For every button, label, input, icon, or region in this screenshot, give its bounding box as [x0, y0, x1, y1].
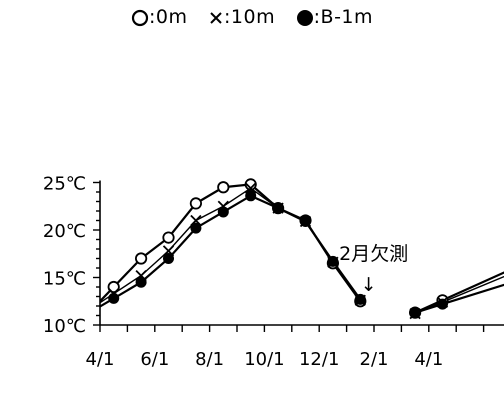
data-point-b1m	[300, 215, 311, 227]
data-point-b1m	[108, 292, 120, 304]
x-tick-label: 4/1	[86, 349, 115, 370]
legend-label-b1m: :B-1m	[313, 6, 374, 28]
data-point-0m	[107, 280, 120, 294]
data-point-b1m	[190, 222, 202, 234]
missing-data-annotation: 2月欠測 ↓	[339, 243, 408, 296]
series-line-0	[414, 271, 504, 314]
y-tick-label: 10℃	[43, 316, 86, 337]
series-markers	[107, 178, 449, 320]
chart-legend: :0m :10m :B-1m	[0, 6, 504, 28]
legend-item-10m: :10m	[208, 6, 282, 28]
data-point-0m	[189, 197, 202, 210]
legend-item-0m: :0m	[131, 6, 194, 28]
series-line-2	[414, 283, 504, 314]
data-point-0m	[135, 252, 148, 265]
y-tick-label: 20℃	[43, 221, 86, 242]
data-point-b1m	[217, 206, 229, 218]
annotation-label: 2月欠測	[339, 243, 408, 265]
x-tick-label: 8/1	[195, 349, 224, 370]
data-point-b1m	[135, 276, 147, 288]
annotation-arrow-icon: ↓	[361, 274, 377, 296]
cross-marker-icon	[210, 11, 222, 24]
data-point-b1m	[245, 190, 257, 202]
legend-label-0m: :0m	[148, 6, 188, 28]
x-tick-label: 12/1	[299, 349, 339, 370]
data-point-b1m	[437, 298, 448, 310]
x-tick-label: 6/1	[140, 349, 169, 370]
data-point-b1m	[409, 307, 421, 319]
y-tick-label: 15℃	[43, 269, 86, 290]
open-circle-marker-icon	[131, 9, 149, 26]
data-point-b1m	[354, 293, 366, 305]
data-point-b1m	[327, 255, 339, 267]
legend-label-10m: :10m	[224, 6, 276, 28]
y-tick-label: 25℃	[43, 174, 86, 195]
axes	[93, 180, 504, 332]
filled-circle-marker-icon	[296, 9, 313, 26]
series-line-1	[100, 187, 361, 304]
x-tick-label: 4/1	[414, 349, 443, 370]
legend-item-b1m: :B-1m	[296, 6, 373, 28]
x-tick-label: 2/1	[360, 349, 389, 370]
tick-labels: 10℃ 15℃ 20℃ 25℃ 4/1 6/1 8/1 10/1 12/1 2/1 4/1	[43, 174, 443, 371]
data-point-0m	[217, 181, 230, 194]
data-point-b1m	[163, 253, 174, 264]
data-point-0m	[162, 231, 175, 244]
x-tick-label: 10/1	[244, 349, 284, 370]
data-point-0m	[244, 178, 257, 191]
data-point-b1m	[272, 202, 284, 214]
